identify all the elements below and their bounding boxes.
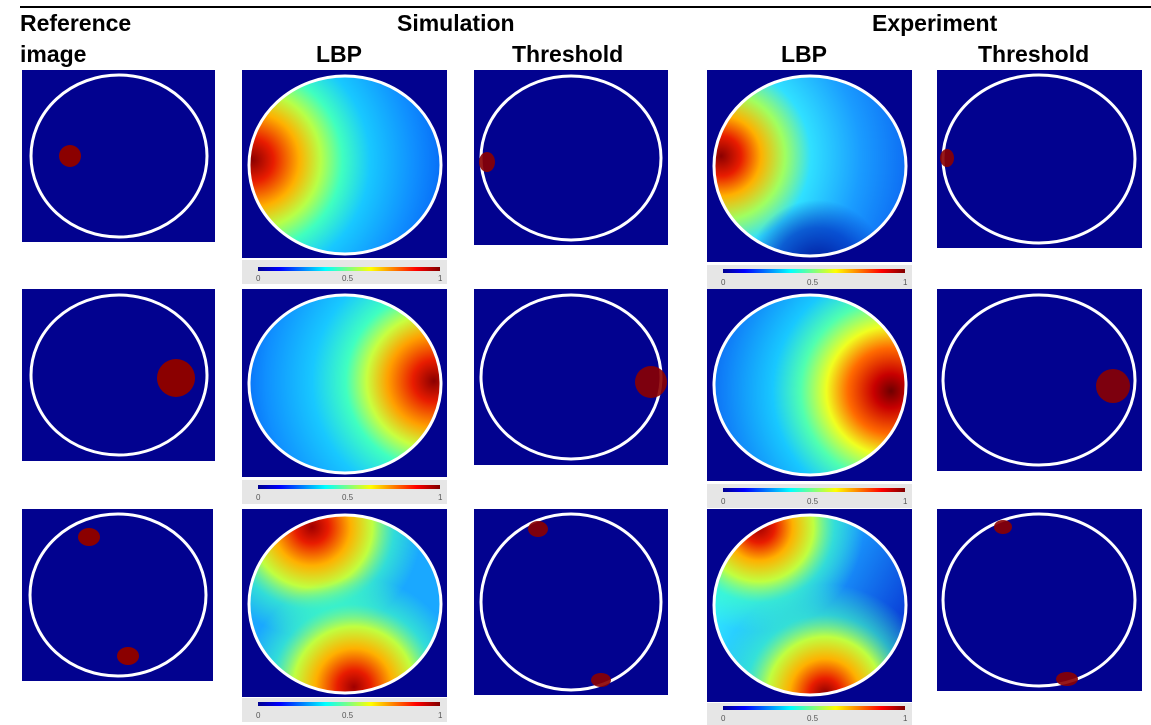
colorbar-mid-label: 0.5 [807, 497, 819, 506]
colorbar-min-label: 0 [256, 493, 261, 502]
colorbar-sim-row1: 0 0.5 1 [242, 260, 447, 284]
exp-lbp-header: LBP [781, 41, 827, 67]
inclusion-left [59, 145, 81, 167]
reference-image-row2 [22, 289, 215, 461]
exp-threshold-image-row2 [937, 289, 1142, 471]
sim-threshold-image-row1 [474, 70, 668, 245]
colorbar-min-label: 0 [721, 497, 726, 506]
reference-header-line1: Reference [20, 10, 132, 36]
colorbar-mid-label: 0.5 [807, 278, 819, 287]
sim-threshold-header: Threshold [512, 41, 624, 67]
exp-threshold-image-row3 [937, 509, 1142, 691]
colorbar-sim-row3: 0 0.5 1 [242, 698, 447, 722]
colorbar-max-label: 1 [903, 278, 908, 287]
colorbar-max-label: 1 [438, 493, 443, 502]
sim-threshold-image-row2 [474, 289, 668, 465]
reference-image-row3 [22, 509, 213, 681]
experiment-header: Experiment [872, 10, 998, 36]
colorbar-exp-row3: 0 0.5 1 [707, 703, 912, 725]
top-rule [20, 6, 1151, 8]
colorbar-exp-row2: 0 0.5 1 [707, 484, 912, 508]
colorbar-mid-label: 0.5 [342, 711, 354, 720]
reference-image-row1 [22, 70, 215, 242]
colorbar-mid-label: 0.5 [807, 714, 819, 723]
colorbar-min-label: 0 [721, 714, 726, 723]
exp-threshold-image-row1 [937, 70, 1142, 248]
colorbar-max-label: 1 [438, 711, 443, 720]
exp-threshold-header: Threshold [978, 41, 1090, 67]
colorbar-max-label: 1 [903, 497, 908, 506]
colorbar-mid-label: 0.5 [342, 493, 354, 502]
colorbar-min-label: 0 [721, 278, 726, 287]
sim-threshold-image-row3 [474, 509, 668, 695]
colorbar-max-label: 1 [438, 274, 443, 283]
simulation-header: Simulation [397, 10, 515, 36]
exp-lbp-map-row3 [707, 509, 912, 702]
exp-lbp-map-row2 [707, 289, 912, 481]
sim-lbp-map-row1 [242, 70, 447, 258]
colorbar-min-label: 0 [256, 274, 261, 283]
colorbar-sim-row2: 0 0.5 1 [242, 480, 447, 504]
exp-lbp-map-row1 [707, 70, 912, 262]
sim-lbp-header: LBP [316, 41, 362, 67]
sim-lbp-map-row3 [242, 509, 447, 697]
sim-lbp-map-row2 [242, 289, 447, 477]
reference-header-line2: image [20, 41, 87, 67]
colorbar-max-label: 1 [903, 714, 908, 723]
colorbar-min-label: 0 [256, 711, 261, 720]
colorbar-mid-label: 0.5 [342, 274, 354, 283]
colorbar-exp-row1: 0 0.5 1 [707, 265, 912, 289]
